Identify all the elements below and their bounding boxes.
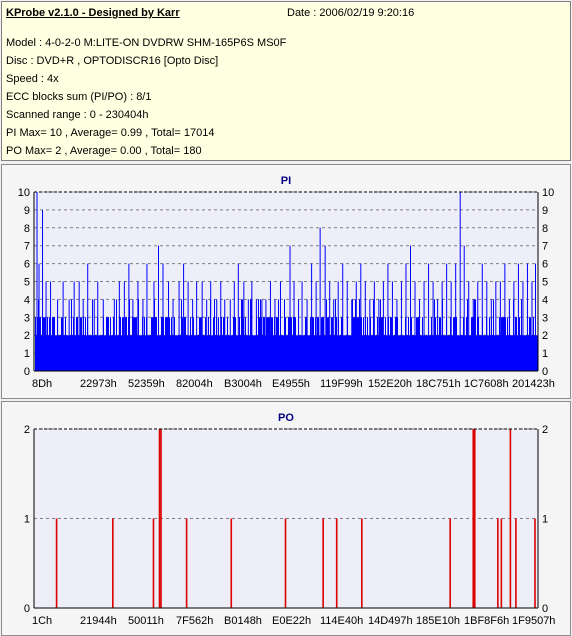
pi-ytick-left-2: 2 xyxy=(24,330,30,342)
pi-xtick-label-8: 18C751h xyxy=(416,378,461,390)
pi-ytick-left-1: 1 xyxy=(24,348,30,360)
speed-line: Speed : 4x xyxy=(6,73,59,85)
pi-ytick-left-6: 6 xyxy=(24,259,30,271)
pi-chart-panel: PI 0 0 1 1 2 2 3 3 4 4 5 5 6 6 7 7 8 8 9 9 10 10 8Dh 22973h 52359… xyxy=(1,164,571,399)
po-bars xyxy=(55,429,536,608)
po-xtick-label-4: B0148h xyxy=(224,615,262,627)
pi-ytick-right-4: 4 xyxy=(542,294,548,306)
pi-chart-title: PI xyxy=(281,175,291,187)
po-ytick-right-2: 2 xyxy=(542,424,548,436)
pi-ytick-left-7: 7 xyxy=(24,241,30,253)
pi-xtick-label-4: B3004h xyxy=(224,378,262,390)
pi-ytick-right-6: 6 xyxy=(542,259,548,271)
pi-xtick-label-6: 119F99h xyxy=(320,378,363,390)
po-chart-panel: PO 0 0 1 1 2 2 1Ch 21944h 50011h 7F562h B0148h E0E22… xyxy=(1,401,571,636)
pi-xtick-label-5: E4955h xyxy=(272,378,310,390)
disc-line: Disc : DVD+R , OPTODISCR16 [Opto Disc] xyxy=(6,55,219,67)
pi-xtick-label-9: 1C7608h xyxy=(464,378,509,390)
po-ytick-left-1: 1 xyxy=(24,514,30,526)
pi-chart: PI 0 0 1 1 2 2 3 3 4 4 5 5 6 6 7 7 8 8 9 9 10 10 8Dh 22973h 52359… xyxy=(18,175,555,390)
scan-date: Date : 2006/02/19 9:20:16 xyxy=(287,7,415,19)
app-title: KProbe v2.1.0 - Designed by Karr xyxy=(6,7,180,19)
pi-ytick-left-4: 4 xyxy=(24,294,30,306)
po-xtick-label-6: 114E40h xyxy=(320,615,363,627)
pi-xtick-label-7: 152E20h xyxy=(368,378,412,390)
po-xtick-label-2: 50011h xyxy=(128,615,164,627)
pi-ytick-left-10: 10 xyxy=(18,187,30,199)
pi-ytick-left-0: 0 xyxy=(24,366,30,378)
po-ytick-right-0: 0 xyxy=(542,603,548,615)
pi-ytick-left-5: 5 xyxy=(24,277,30,289)
pi-ytick-right-9: 9 xyxy=(542,205,548,217)
pi-xtick-label-0: 8Dh xyxy=(32,378,52,390)
po-xtick-label-9: 1BF8F6h xyxy=(464,615,509,627)
pi-xtick-label-3: 82004h xyxy=(176,378,213,390)
pi-ytick-right-5: 5 xyxy=(542,277,548,289)
po-xtick-label-7: 14D497h xyxy=(368,615,413,627)
pi-ytick-left-9: 9 xyxy=(24,205,30,217)
info-panel: KProbe v2.1.0 - Designed by Karr Date : … xyxy=(1,1,571,161)
po-xtick-label-3: 7F562h xyxy=(176,615,213,627)
pi-ytick-right-0: 0 xyxy=(542,366,548,378)
po-xtick-label-8: 185E10h xyxy=(416,615,460,627)
range-line: Scanned range : 0 - 230404h xyxy=(6,109,149,121)
pi-ytick-left-8: 8 xyxy=(24,223,30,235)
po-xtick-label-5: E0E22h xyxy=(272,615,311,627)
model-line: Model : 4-0-2-0 M:LITE-ON DVDRW SHM-165P… xyxy=(6,37,287,49)
pi-ytick-right-8: 8 xyxy=(542,223,548,235)
pi-ytick-right-3: 3 xyxy=(542,312,548,324)
po-ytick-left-2: 2 xyxy=(24,424,30,436)
pi-xtick-label-10: 201423h xyxy=(512,378,555,390)
po-chart-title: PO xyxy=(278,412,294,424)
po-ytick-left-0: 0 xyxy=(24,603,30,615)
po-xtick-label-1: 21944h xyxy=(80,615,117,627)
pi-ytick-right-2: 2 xyxy=(542,330,548,342)
po-ytick-right-1: 1 xyxy=(542,514,548,526)
po-chart: PO 0 0 1 1 2 2 1Ch 21944h 50011h 7F562h B0148h E0E22… xyxy=(24,412,556,627)
ecc-line: ECC blocks sum (PI/PO) : 8/1 xyxy=(6,91,152,103)
pi-xtick-label-2: 52359h xyxy=(128,378,165,390)
pi-xtick-label-1: 22973h xyxy=(80,378,117,390)
pi-ytick-left-3: 3 xyxy=(24,312,30,324)
pi-summary-line: PI Max= 10 , Average= 0.99 , Total= 1701… xyxy=(6,127,215,139)
pi-ytick-right-1: 1 xyxy=(542,348,548,360)
pi-ytick-right-10: 10 xyxy=(542,187,554,199)
pi-ytick-right-7: 7 xyxy=(542,241,548,253)
po-xtick-label-10: 1F9507h xyxy=(512,615,555,627)
po-summary-line: PO Max= 2 , Average= 0.00 , Total= 180 xyxy=(6,145,202,157)
po-xtick-label-0: 1Ch xyxy=(32,615,52,627)
pi-bars xyxy=(35,192,538,371)
